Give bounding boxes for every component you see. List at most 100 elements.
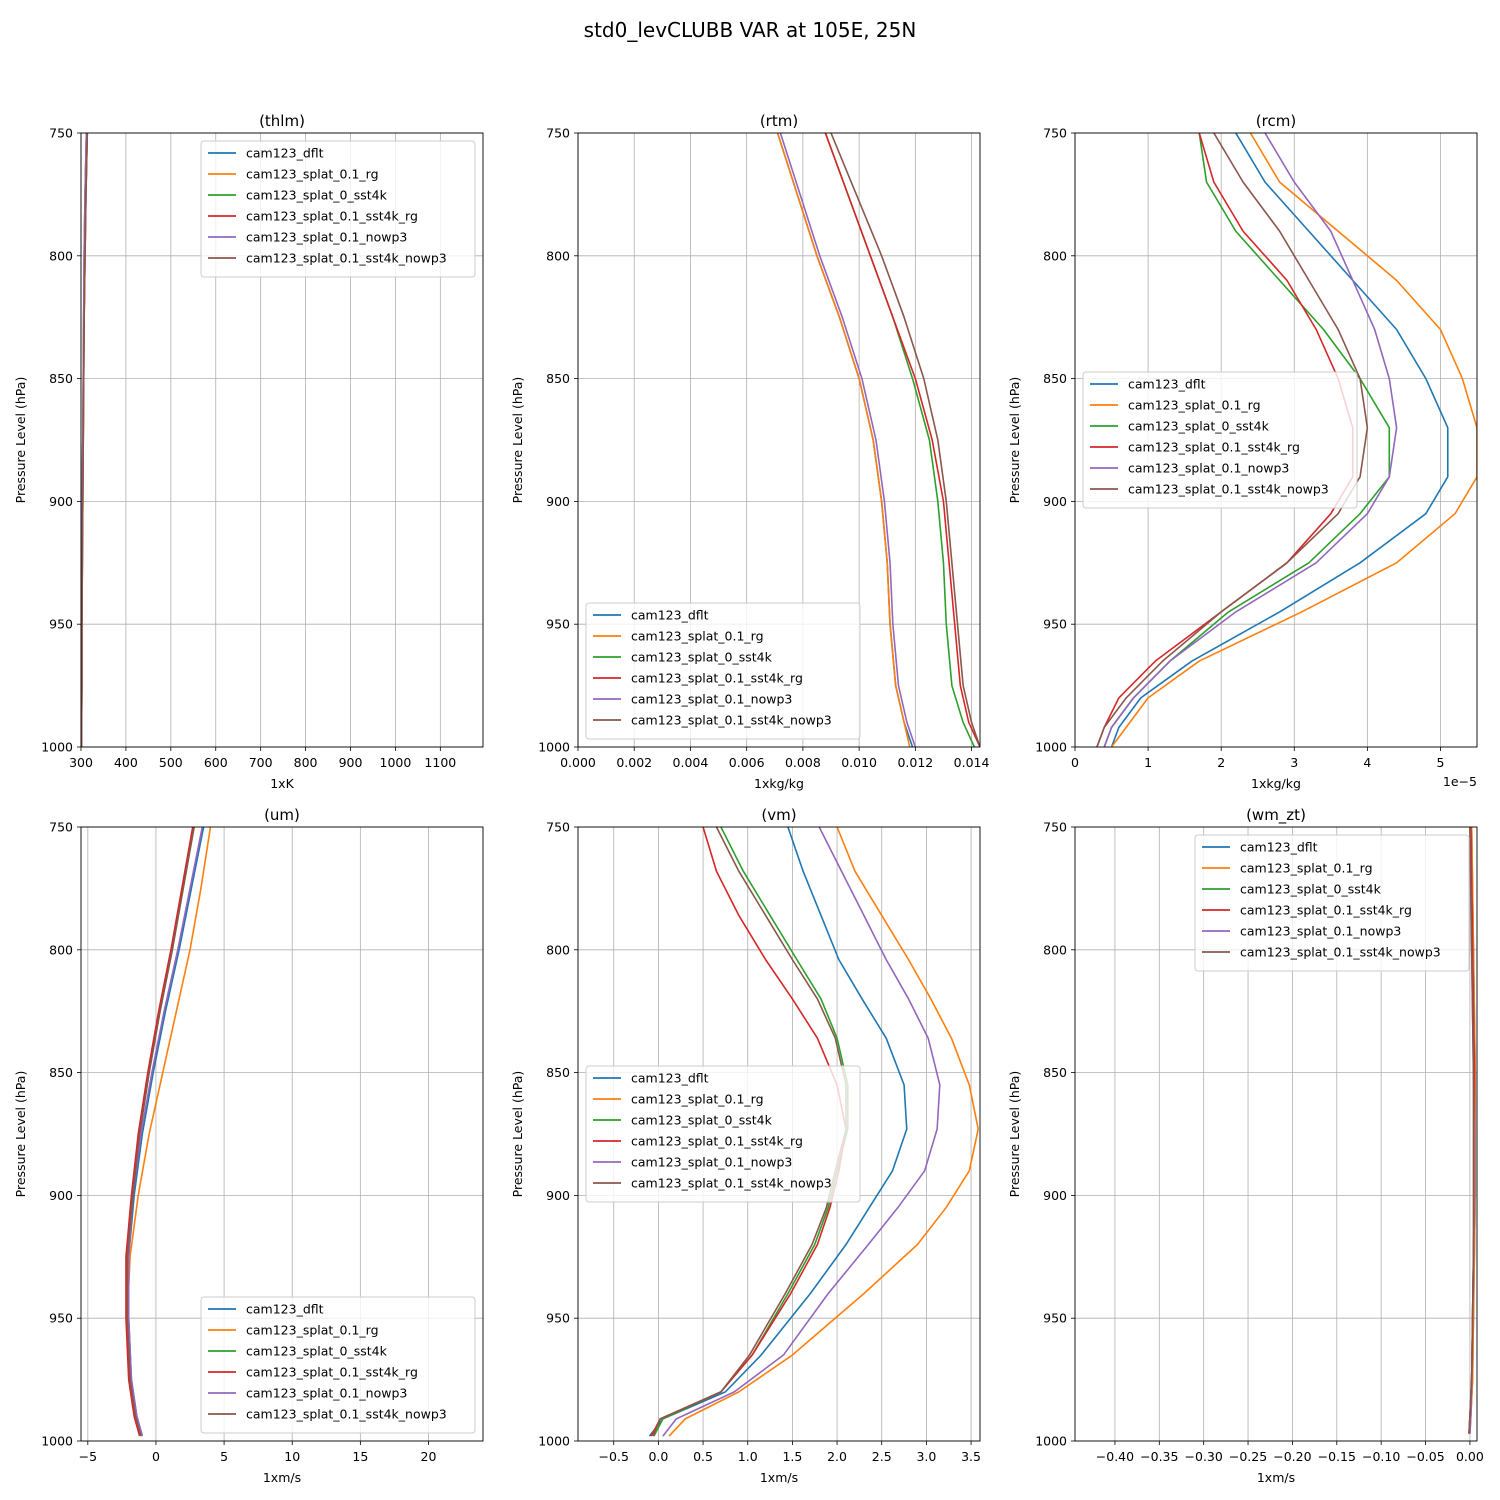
legend-label: cam123_dflt bbox=[246, 1302, 324, 1317]
x-axis-label: 1xm/s bbox=[263, 1470, 301, 1485]
x-tick-label: −0.25 bbox=[1229, 1449, 1267, 1464]
figure-title: std0_levCLUBB VAR at 105E, 25N bbox=[584, 18, 917, 42]
axes-frame bbox=[80, 132, 484, 748]
y-tick-label: 750 bbox=[1043, 820, 1067, 835]
y-tick-label: 750 bbox=[546, 820, 570, 835]
y-axis-label: Pressure Level (hPa) bbox=[510, 377, 525, 504]
x-tick-label: 0 bbox=[1071, 755, 1079, 770]
legend: cam123_dflt cam123_splat_0.1_rg cam123_spl… bbox=[585, 602, 861, 740]
axes-frame bbox=[577, 826, 981, 1442]
y-tick-label: 1000 bbox=[538, 1434, 570, 1449]
legend-box bbox=[200, 140, 476, 278]
x-tick-label: 2.5 bbox=[872, 1449, 892, 1464]
legend-box bbox=[585, 1065, 861, 1203]
legend-box bbox=[200, 1296, 476, 1434]
axes-frame bbox=[1074, 132, 1478, 748]
x-tick-label: 2.0 bbox=[827, 1449, 847, 1464]
legend-label: cam123_splat_0.1_nowp3 bbox=[246, 230, 407, 245]
legend-label: cam123_dflt bbox=[246, 146, 324, 161]
x-tick-label: 5 bbox=[1436, 755, 1444, 770]
y-tick-label: 1000 bbox=[538, 740, 570, 755]
y-tick-label: 850 bbox=[49, 1065, 73, 1080]
legend-label: cam123_dflt bbox=[1240, 840, 1318, 855]
series-line-cam123_splat_0.1_sst4k_nowp3 bbox=[1096, 133, 1369, 747]
y-tick-label: 800 bbox=[546, 942, 570, 957]
x-axis-label: 1xm/s bbox=[760, 1470, 798, 1485]
x-tick-label: 0.002 bbox=[616, 755, 652, 770]
series-lines bbox=[125, 827, 212, 1437]
y-tick-label: 900 bbox=[546, 1188, 570, 1203]
legend-label: cam123_splat_0_sst4k bbox=[631, 650, 773, 665]
x-tick-label: 0.006 bbox=[729, 755, 765, 770]
panel-title: (rcm) bbox=[1256, 112, 1296, 130]
y-tick-label: 950 bbox=[1043, 617, 1067, 632]
legend-label: cam123_splat_0.1_sst4k_rg bbox=[1128, 440, 1300, 455]
y-axis-label: Pressure Level (hPa) bbox=[13, 1071, 28, 1198]
panel-title: (um) bbox=[264, 806, 300, 824]
panel-wm_zt: −0.40 −0.35 −0.30 −0.25 −0.20 −0.15 −0.10 −0.05… bbox=[1007, 806, 1484, 1485]
legend-label: cam123_splat_0.1_nowp3 bbox=[1128, 461, 1289, 476]
x-tick-label: 0.012 bbox=[897, 755, 933, 770]
y-tick-label: 950 bbox=[49, 1311, 73, 1326]
legend-label: cam123_splat_0.1_rg bbox=[246, 167, 379, 182]
x-tick-label: 800 bbox=[294, 755, 318, 770]
series-lines bbox=[1468, 827, 1477, 1434]
y-axis-label: Pressure Level (hPa) bbox=[1007, 1071, 1022, 1198]
x-tick-label: −0.5 bbox=[599, 1449, 629, 1464]
series-line-cam123_splat_0.1_nowp3 bbox=[779, 133, 917, 747]
x-tick-label: 20 bbox=[421, 1449, 437, 1464]
legend: cam123_dflt cam123_splat_0.1_rg cam123_spl… bbox=[585, 1065, 861, 1203]
legend: cam123_dflt cam123_splat_0.1_rg cam123_spl… bbox=[200, 140, 476, 278]
y-tick-label: 800 bbox=[1043, 248, 1067, 263]
axes-frame bbox=[577, 132, 981, 748]
legend-label: cam123_splat_0.1_nowp3 bbox=[246, 1386, 407, 1401]
x-tick-label: 600 bbox=[204, 755, 228, 770]
panel-rtm: 0.000 0.002 0.004 0.006 0.008 0.010 0.012 0.014… bbox=[510, 112, 990, 791]
y-tick-label: 750 bbox=[49, 126, 73, 141]
y-tick-label: 1000 bbox=[1035, 740, 1067, 755]
panel-title: (rtm) bbox=[760, 112, 798, 130]
series-line-cam123_splat_0.1_rg bbox=[668, 827, 980, 1437]
legend-label: cam123_splat_0_sst4k bbox=[1240, 882, 1382, 897]
x-tick-label: 3 bbox=[1290, 755, 1298, 770]
x-tick-label: 1.0 bbox=[738, 1449, 758, 1464]
series-line-cam123_splat_0.1_sst4k_nowp3 bbox=[126, 827, 195, 1437]
legend-label: cam123_splat_0.1_nowp3 bbox=[631, 1155, 792, 1170]
legend-label: cam123_splat_0.1_sst4k_rg bbox=[631, 1134, 803, 1149]
y-tick-label: 950 bbox=[546, 1311, 570, 1326]
legend-label: cam123_splat_0.1_sst4k_nowp3 bbox=[1240, 945, 1441, 960]
legend: cam123_dflt cam123_splat_0.1_rg cam123_spl… bbox=[1194, 834, 1470, 972]
x-tick-label: −0.10 bbox=[1362, 1449, 1400, 1464]
series-line-cam123_splat_0.1_sst4k_rg bbox=[125, 827, 194, 1437]
y-tick-label: 850 bbox=[49, 371, 73, 386]
x-tick-label: 1000 bbox=[380, 755, 412, 770]
x-tick-label: 3.5 bbox=[961, 1449, 981, 1464]
legend-label: cam123_dflt bbox=[1128, 377, 1206, 392]
x-tick-label: −0.35 bbox=[1140, 1449, 1178, 1464]
legend-box bbox=[585, 602, 861, 740]
y-axis-label: Pressure Level (hPa) bbox=[510, 1071, 525, 1198]
x-axis-label: 1xkg/kg bbox=[1251, 776, 1301, 791]
legend-label: cam123_splat_0_sst4k bbox=[631, 1113, 773, 1128]
axes-frame bbox=[80, 826, 484, 1442]
y-tick-label: 800 bbox=[49, 942, 73, 957]
series-line-cam123_splat_0.1_rg bbox=[776, 133, 911, 747]
x-tick-label: 0.0 bbox=[648, 1449, 668, 1464]
x-tick-label: 4 bbox=[1363, 755, 1371, 770]
x-tick-label: 5 bbox=[220, 1449, 228, 1464]
x-tick-label: 400 bbox=[114, 755, 138, 770]
legend-label: cam123_splat_0.1_sst4k_rg bbox=[631, 671, 803, 686]
x-tick-label: 0.008 bbox=[785, 755, 821, 770]
y-tick-label: 750 bbox=[49, 820, 73, 835]
x-tick-label: −0.40 bbox=[1096, 1449, 1134, 1464]
legend-label: cam123_splat_0_sst4k bbox=[246, 1344, 388, 1359]
y-tick-label: 1000 bbox=[1035, 1434, 1067, 1449]
x-tick-label: 0.00 bbox=[1456, 1449, 1484, 1464]
x-tick-label: 0.014 bbox=[954, 755, 990, 770]
series-lines bbox=[776, 133, 980, 747]
x-axis-label: 1xK bbox=[270, 776, 294, 791]
y-tick-label: 900 bbox=[49, 1188, 73, 1203]
legend-label: cam123_splat_0.1_sst4k_rg bbox=[246, 209, 418, 224]
legend-label: cam123_splat_0.1_sst4k_nowp3 bbox=[246, 1407, 447, 1422]
